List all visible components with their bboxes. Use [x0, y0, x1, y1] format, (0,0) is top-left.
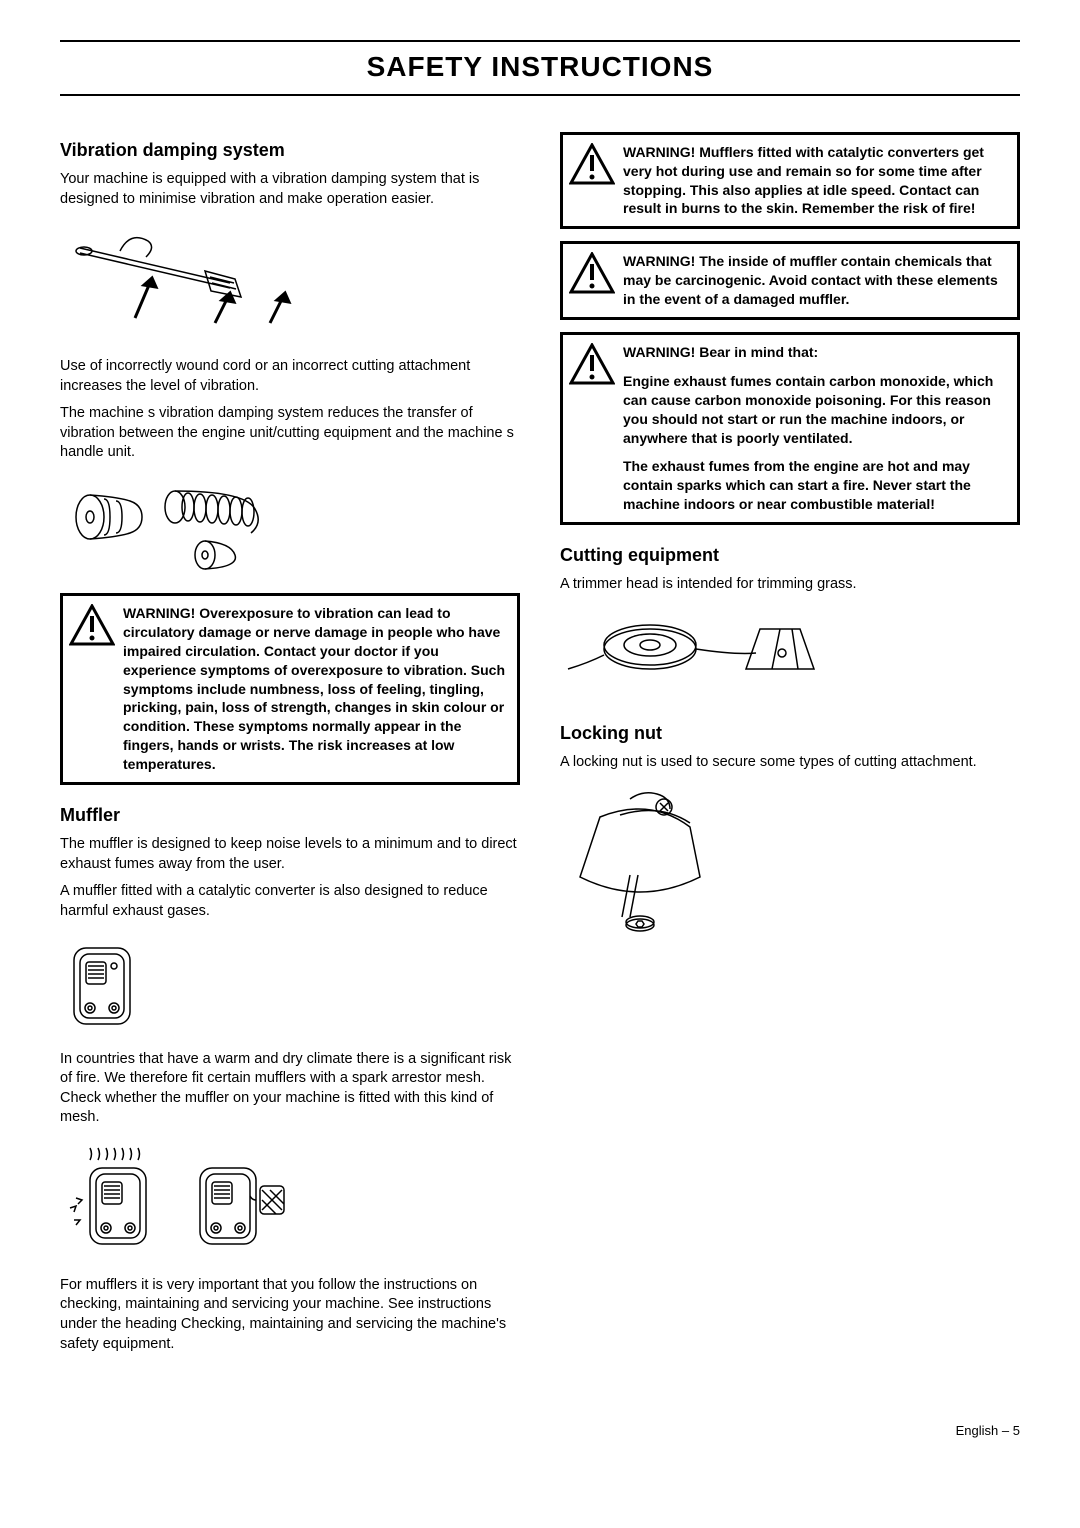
cutting-p1: A trimmer head is intended for trimming …	[560, 575, 1020, 595]
footer-page: 5	[1013, 1423, 1020, 1438]
muffler-chem-warning-text: WARNING! The inside of muffler contain c…	[623, 252, 1009, 309]
page-footer: English – 5	[60, 1422, 1020, 1440]
vibration-p1: Your machine is equipped with a vibratio…	[60, 170, 520, 209]
warning-triangle-icon	[569, 343, 615, 392]
content-columns: Vibration damping system Your machine is…	[60, 120, 1020, 1362]
muffler-chem-warning-box: WARNING! The inside of muffler contain c…	[560, 241, 1020, 320]
locking-heading: Locking nut	[560, 721, 1020, 745]
muffler-heading: Muffler	[60, 803, 520, 827]
muffler-figure-1	[60, 932, 520, 1040]
exhaust-warning-box: WARNING! Bear in mind that: Engine exhau…	[560, 332, 1020, 525]
warning-triangle-icon	[569, 252, 615, 301]
vibration-p2: Use of incorrectly wound cord or an inco…	[60, 357, 520, 396]
muffler-p3: In countries that have a warm and dry cl…	[60, 1050, 520, 1128]
warning-triangle-icon	[69, 604, 115, 653]
left-column: Vibration damping system Your machine is…	[60, 120, 520, 1362]
exhaust-warn-line3: The exhaust fumes from the engine are ho…	[623, 457, 1009, 514]
footer-lang: English	[956, 1423, 999, 1438]
warning-triangle-icon	[569, 143, 615, 192]
muffler-figure-2	[60, 1138, 520, 1266]
trimmer-head-figure	[560, 605, 1020, 703]
vibration-heading: Vibration damping system	[60, 138, 520, 162]
muffler-p2: A muffler fitted with a catalytic conver…	[60, 882, 520, 921]
vibration-warning-box: WARNING! Overexposure to vibration can l…	[60, 593, 520, 785]
muffler-p4: For mufflers it is very important that y…	[60, 1276, 520, 1354]
page-title: SAFETY INSTRUCTIONS	[60, 40, 1020, 96]
exhaust-warning-text: WARNING! Bear in mind that: Engine exhau…	[623, 343, 1009, 514]
exhaust-warn-line2: Engine exhaust fumes contain carbon mono…	[623, 372, 1009, 448]
muffler-hot-warning-text: WARNING! Mufflers fitted with catalytic …	[623, 143, 1009, 219]
vibration-warning-text: WARNING! Overexposure to vibration can l…	[123, 604, 509, 774]
trimmer-arrows-figure	[60, 219, 520, 347]
exhaust-warn-line1: WARNING! Bear in mind that:	[623, 343, 1009, 362]
vibration-p3: The machine s vibration damping system r…	[60, 404, 520, 463]
right-column: WARNING! Mufflers fitted with catalytic …	[560, 120, 1020, 1362]
locking-nut-figure	[560, 783, 1020, 941]
damping-springs-figure	[60, 473, 520, 581]
muffler-hot-warning-box: WARNING! Mufflers fitted with catalytic …	[560, 132, 1020, 230]
cutting-heading: Cutting equipment	[560, 543, 1020, 567]
locking-p1: A locking nut is used to secure some typ…	[560, 753, 1020, 773]
footer-dash: –	[1002, 1423, 1009, 1438]
muffler-p1: The muffler is designed to keep noise le…	[60, 835, 520, 874]
